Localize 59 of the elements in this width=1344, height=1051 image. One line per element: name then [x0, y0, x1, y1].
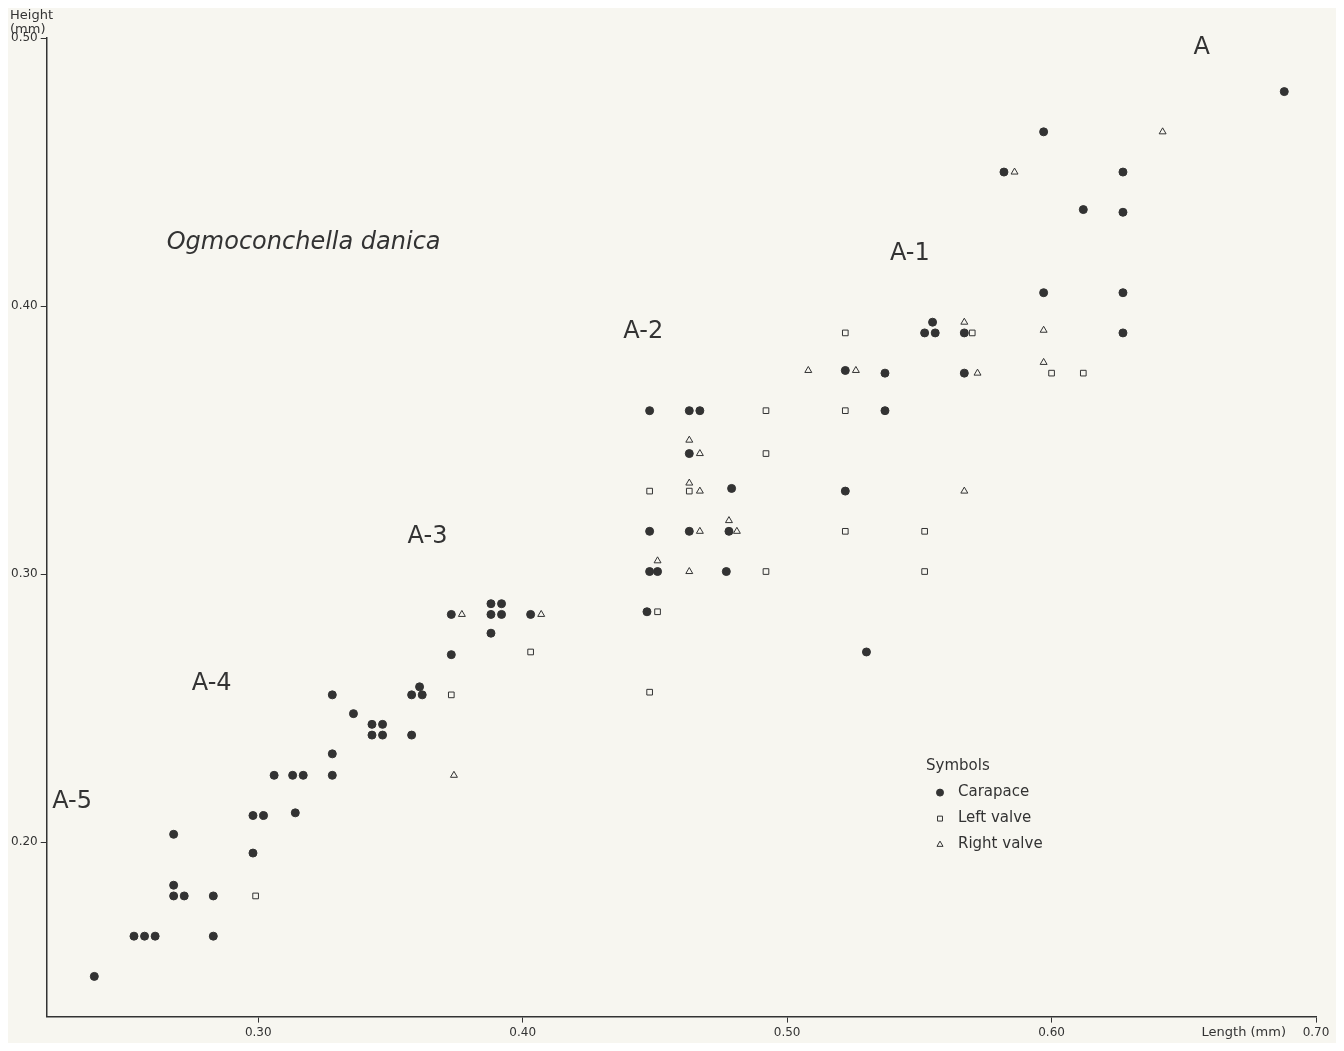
point	[449, 770, 458, 778]
point	[1079, 369, 1087, 377]
point	[724, 516, 733, 524]
point	[1010, 167, 1019, 175]
x-tick-label: 0.30	[244, 1024, 272, 1039]
point	[762, 407, 770, 414]
point	[654, 608, 661, 616]
legend-title: Symbols	[926, 756, 990, 775]
annotation: A-4	[191, 668, 232, 697]
point	[841, 407, 849, 414]
point	[537, 609, 546, 617]
legend-label: Left valve	[958, 808, 1032, 827]
annotation: A-3	[407, 521, 448, 550]
legend-label: Carapace	[958, 782, 1030, 801]
annotation: A-5	[52, 785, 93, 814]
point	[695, 486, 704, 494]
point	[762, 568, 770, 575]
point	[685, 478, 694, 486]
point	[447, 691, 455, 699]
point	[685, 487, 693, 495]
x-tick-label: 0.50	[773, 1024, 801, 1039]
point	[695, 449, 704, 457]
point	[457, 609, 466, 617]
point	[851, 365, 860, 373]
annotation: A-2	[623, 315, 664, 344]
point	[1158, 127, 1167, 135]
point	[804, 365, 813, 373]
point	[921, 527, 928, 535]
text: Ogmoconchella danica	[166, 227, 441, 256]
point	[1039, 357, 1048, 365]
point	[646, 688, 653, 696]
point	[695, 526, 704, 534]
point	[960, 317, 969, 325]
point	[1048, 369, 1055, 377]
point	[762, 450, 770, 457]
x-tick-label: 0.70	[1302, 1024, 1330, 1039]
point	[841, 329, 849, 337]
point	[1039, 325, 1048, 333]
point	[653, 556, 662, 564]
point	[841, 527, 849, 535]
y-tick-label: 0.30	[11, 566, 38, 581]
x-tick-label: 0.60	[1038, 1024, 1065, 1039]
point	[732, 526, 741, 534]
point	[921, 568, 928, 575]
point	[685, 435, 694, 443]
annotation: A	[1193, 32, 1211, 61]
x-tick-label: 0.40	[509, 1024, 537, 1039]
annotation: A-1	[889, 237, 930, 266]
point	[252, 892, 259, 900]
legend-label: Right valve	[958, 834, 1043, 853]
point	[646, 487, 653, 495]
point	[973, 368, 982, 376]
point	[960, 486, 969, 494]
point	[685, 567, 694, 575]
y-tick-label: 0.20	[11, 834, 38, 849]
y-tick-label: 0.40	[11, 298, 38, 313]
point	[968, 329, 976, 337]
point	[527, 648, 534, 656]
x-axis-title: Length (mm)	[1201, 1023, 1286, 1039]
